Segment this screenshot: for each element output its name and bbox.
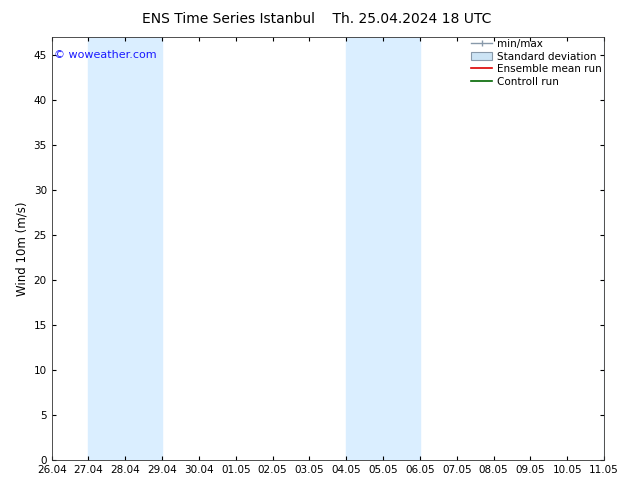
Bar [346, 37, 420, 460]
Bar [604, 37, 634, 460]
Bar [89, 37, 162, 460]
Y-axis label: Wind 10m (m/s): Wind 10m (m/s) [15, 201, 28, 296]
Text: © woweather.com: © woweather.com [55, 50, 157, 60]
Legend: min/max, Standard deviation, Ensemble mean run, Controll run: min/max, Standard deviation, Ensemble me… [471, 39, 602, 87]
Text: ENS Time Series Istanbul    Th. 25.04.2024 18 UTC: ENS Time Series Istanbul Th. 25.04.2024 … [142, 12, 492, 26]
